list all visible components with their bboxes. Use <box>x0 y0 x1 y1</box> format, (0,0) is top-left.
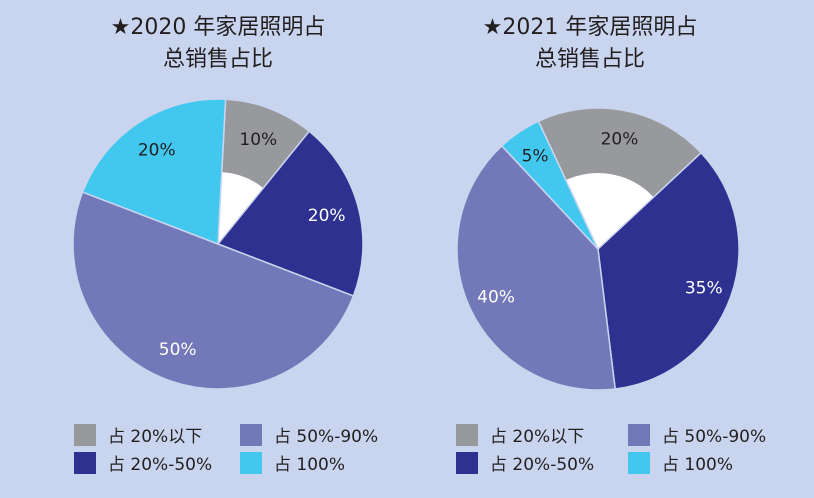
legend-label: 占 100% <box>662 455 734 475</box>
slice-data-label: 20% <box>601 130 639 150</box>
legend-swatch <box>628 451 650 474</box>
legend-label: 占 50%-90% <box>662 427 767 447</box>
legend-label: 占 100% <box>274 455 346 475</box>
legend-swatch <box>628 423 650 446</box>
slice-data-label: 35% <box>685 278 723 298</box>
chart-title-2020: ★2020 年家居照明占 总销售占比 <box>68 12 368 76</box>
legend-item: 占 20%-50% <box>74 450 212 475</box>
legend-item: 占 100% <box>628 450 733 475</box>
legend-label: 占 50%-90% <box>274 427 379 447</box>
legend-item: 占 50%-90% <box>240 422 378 447</box>
legend-item: 占 50%-90% <box>628 422 766 447</box>
slice-data-label: 40% <box>477 288 515 308</box>
slice-data-label: 20% <box>138 141 176 161</box>
legend-label: 占 20%-50% <box>490 455 595 475</box>
legend-swatch <box>456 423 478 446</box>
legend-item: 占 20%以下 <box>74 422 202 447</box>
donut-slice <box>72 191 355 390</box>
title-line-1: ★2020 年家居照明占 <box>110 15 326 40</box>
legend-item: 占 20%-50% <box>456 450 594 475</box>
legend-swatch <box>74 423 96 446</box>
chart-title-2021: ★2021 年家居照明占 总销售占比 <box>440 12 740 76</box>
donut-slice <box>81 98 227 246</box>
slice-data-label: 5% <box>522 147 549 167</box>
legend-swatch <box>74 451 96 474</box>
title-line-2: 总销售占比 <box>534 47 645 72</box>
donut-slice <box>216 130 364 297</box>
legend-item: 占 20%以下 <box>456 422 584 447</box>
legend-swatch <box>456 451 478 474</box>
legend-swatch <box>240 451 262 474</box>
legend-swatch <box>240 423 262 446</box>
legend-item: 占 100% <box>240 450 345 475</box>
slice-data-label: 50% <box>159 340 197 360</box>
title-line-1: ★2021 年家居照明占 <box>482 15 698 40</box>
legend-label: 占 20%-50% <box>108 455 213 475</box>
slice-data-label: 20% <box>308 206 346 226</box>
title-line-2: 总销售占比 <box>162 47 273 72</box>
legend-label: 占 20%以下 <box>490 427 585 447</box>
legend-label: 占 20%以下 <box>108 427 203 447</box>
slice-data-label: 10% <box>239 130 277 150</box>
donut-slice <box>500 120 599 250</box>
donut-slice <box>456 144 617 391</box>
donut-slice <box>597 151 740 390</box>
